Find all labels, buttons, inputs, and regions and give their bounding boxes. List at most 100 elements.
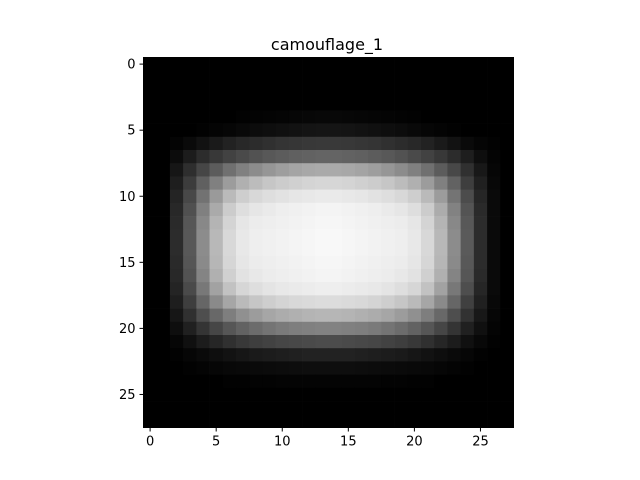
heatmap-cell [183,110,197,124]
heatmap-cell [288,374,303,389]
heatmap-cell [381,97,395,111]
heatmap-cell [354,163,369,177]
heatmap-cell [275,110,290,124]
heatmap-cell [500,308,514,323]
heatmap-cell [288,163,303,177]
heatmap-cell [394,57,409,72]
heatmap-cell [407,176,422,190]
heatmap-cell [169,189,184,204]
heatmap-cell [275,216,290,230]
heatmap-cell [487,401,501,415]
heatmap-cell [421,150,435,164]
heatmap-cell [473,57,488,72]
heatmap-cell [236,189,250,204]
heatmap-cell [275,361,290,375]
heatmap-cell [262,110,276,124]
heatmap-cell [288,295,303,309]
heatmap-cell [169,374,184,389]
heatmap-cell [169,57,184,72]
heatmap-cell [288,387,303,402]
heatmap-cell [315,321,329,336]
heatmap-cell [460,150,475,164]
heatmap-cell [354,295,369,309]
heatmap-cell [381,282,395,296]
heatmap-cell [407,163,422,177]
heatmap-cell [222,83,237,98]
heatmap-cell [328,242,343,257]
heatmap-cell [460,335,475,349]
heatmap-cell [500,189,514,204]
heatmap-cell [368,361,382,375]
heatmap-cell [222,163,237,177]
heatmap-cell [302,123,316,138]
heatmap-cell [447,57,461,72]
heatmap-cell [421,189,435,204]
heatmap-cell [500,176,514,190]
heatmap-cell [169,321,184,336]
heatmap-cell [156,229,171,243]
heatmap-cell [341,83,356,98]
heatmap-cell [209,163,224,177]
heatmap-cell [156,414,171,428]
heatmap-cell [421,176,435,190]
heatmap-cell [156,282,171,296]
heatmap-cell [500,242,514,257]
heatmap-cell [500,401,514,415]
heatmap-cell [169,163,184,177]
heatmap-cell [302,216,316,230]
heatmap-cell [328,268,343,283]
heatmap-cell [473,374,488,389]
heatmap-cell [434,57,448,72]
heatmap-cell [328,163,343,177]
heatmap-cell [183,348,197,362]
heatmap-cell [354,321,369,336]
heatmap-cell [328,216,343,230]
chart-title: camouflage_1 [271,35,383,55]
heatmap-cell [249,110,263,124]
heatmap-cell [473,387,488,402]
heatmap-cell [209,136,224,151]
heatmap-cell [183,374,197,389]
heatmap-cell [209,216,224,230]
heatmap-cell [368,189,382,204]
heatmap-cell [183,282,197,296]
heatmap-cell [487,295,501,309]
heatmap-cell [156,136,171,151]
heatmap-cell [209,268,224,283]
heatmap-cell [328,123,343,138]
heatmap-cell [275,321,290,336]
heatmap-cell [169,202,184,217]
heatmap-cell [183,202,197,217]
heatmap-cell [354,150,369,164]
heatmap-cell [143,150,158,164]
heatmap-cell [196,321,210,336]
heatmap-cell [421,57,435,72]
heatmap-cell [275,202,290,217]
heatmap-cell [288,110,303,124]
heatmap-cell [315,110,329,124]
heatmap-cell [460,57,475,72]
heatmap-cell [275,176,290,190]
heatmap-cell [500,335,514,349]
heatmap-cell [341,70,356,85]
heatmap-cell [473,216,488,230]
heatmap-cell [460,414,475,428]
heatmap-cell [421,374,435,389]
heatmap-cell [473,268,488,283]
heatmap-cell [394,110,409,124]
heatmap-cell [487,97,501,111]
heatmap-cell [354,202,369,217]
heatmap-cell [487,176,501,190]
heatmap-cell [447,255,461,270]
heatmap-cell [328,110,343,124]
heatmap-cell [262,242,276,257]
heatmap-cell [302,321,316,336]
heatmap-cell [500,97,514,111]
heatmap-cell [341,361,356,375]
heatmap-cell [143,136,158,151]
heatmap-cell [381,216,395,230]
heatmap-cell [196,387,210,402]
heatmap-cell [368,268,382,283]
heatmap-cell [394,176,409,190]
heatmap-cell [183,136,197,151]
